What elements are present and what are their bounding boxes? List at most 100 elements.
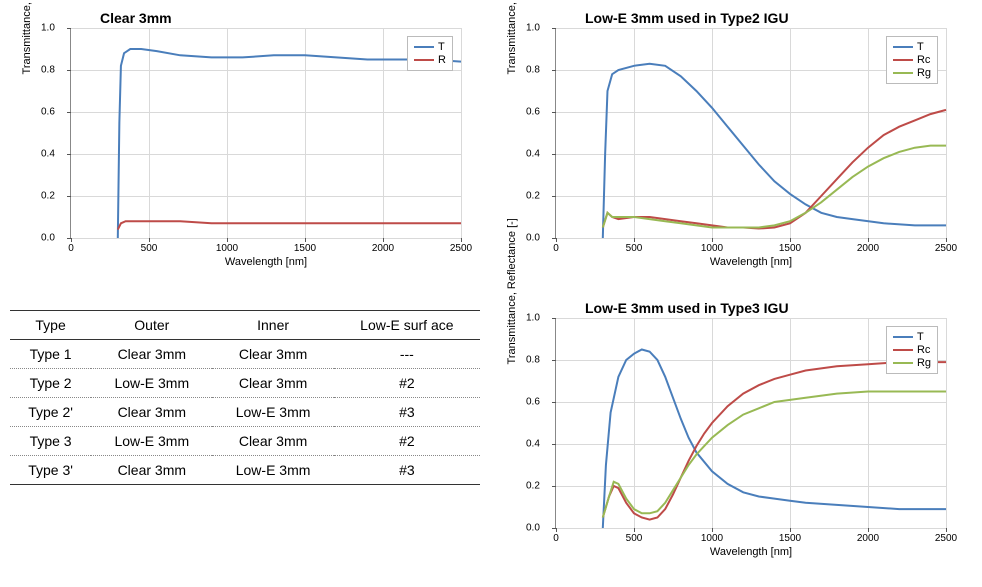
chart-type2: Low-E 3mm used in Type2 IGU Transmittanc… (495, 10, 965, 285)
table-cell: #3 (334, 398, 480, 427)
table-cell: --- (334, 340, 480, 369)
table-row: Type 2Low-E 3mmClear 3mm#2 (10, 369, 480, 398)
legend: TR (407, 36, 453, 71)
table-cell: Clear 3mm (212, 340, 333, 369)
series-Rc (603, 110, 946, 229)
table-cell: Clear 3mm (212, 427, 333, 456)
series-Rg (603, 146, 946, 228)
ytick-label: 0.8 (526, 355, 540, 366)
series-Rc (603, 362, 946, 519)
ytick-label: 1.0 (526, 313, 540, 324)
ytick-label: 0.4 (526, 149, 540, 160)
table-cell: Low-E 3mm (212, 456, 333, 485)
table-header: Type (10, 311, 91, 340)
xtick-label: 500 (626, 243, 643, 254)
ytick-label: 0.6 (526, 397, 540, 408)
table-cell: #2 (334, 427, 480, 456)
ytick-label: 1.0 (41, 23, 55, 34)
legend-item: Rc (893, 54, 931, 66)
xtick-label: 1500 (779, 243, 801, 254)
table-cell: Clear 3mm (91, 456, 212, 485)
table-cell: Clear 3mm (91, 340, 212, 369)
table-row: Type 3'Clear 3mmLow-E 3mm#3 (10, 456, 480, 485)
xtick-label: 1000 (701, 533, 723, 544)
table-cell: #3 (334, 456, 480, 485)
table-cell: Clear 3mm (212, 369, 333, 398)
series-R (118, 221, 461, 229)
xtick-label: 1500 (779, 533, 801, 544)
legend-label: T (438, 41, 445, 53)
ytick-label: 0.8 (41, 65, 55, 76)
legend-label: Rc (917, 54, 930, 66)
chart-clear: Clear 3mm Transmittance, Reflectance [-]… (10, 10, 480, 285)
chart-title: Clear 3mm (100, 10, 480, 26)
legend-label: Rg (917, 67, 931, 79)
table-cell: Type 2 (10, 369, 91, 398)
legend-swatch (893, 72, 913, 74)
xtick-label: 1500 (294, 243, 316, 254)
xtick-label: 2000 (857, 243, 879, 254)
table-header: Outer (91, 311, 212, 340)
xtick-label: 0 (553, 533, 559, 544)
ytick-label: 0.8 (526, 65, 540, 76)
series-T (603, 350, 946, 529)
xtick-label: 1000 (216, 243, 238, 254)
x-axis-label: Wavelength [nm] (710, 256, 792, 268)
table-row: Type 1Clear 3mmClear 3mm--- (10, 340, 480, 369)
y-axis-label: Transmittance, Reflectance [-] (21, 0, 33, 74)
legend-swatch (414, 46, 434, 48)
legend-item: T (893, 41, 931, 53)
table-cell: Low-E 3mm (91, 369, 212, 398)
table-cell: Clear 3mm (91, 398, 212, 427)
table-row: Type 2'Clear 3mmLow-E 3mm#3 (10, 398, 480, 427)
table-cell: Low-E 3mm (212, 398, 333, 427)
table-cell: Type 3 (10, 427, 91, 456)
series-T (118, 49, 461, 238)
ytick-label: 0.0 (526, 233, 540, 244)
xtick-label: 500 (141, 243, 158, 254)
legend-item: R (414, 54, 446, 66)
legend-label: Rg (917, 357, 931, 369)
ytick-label: 0.4 (526, 439, 540, 450)
table-cell: Low-E 3mm (91, 427, 212, 456)
ytick-label: 0.2 (526, 191, 540, 202)
ytick-label: 1.0 (526, 23, 540, 34)
ytick-label: 0.0 (41, 233, 55, 244)
xtick-label: 1000 (701, 243, 723, 254)
table-header: Inner (212, 311, 333, 340)
legend-swatch (893, 46, 913, 48)
x-axis-label: Wavelength [nm] (225, 256, 307, 268)
legend-swatch (893, 336, 913, 338)
ytick-label: 0.0 (526, 523, 540, 534)
xtick-label: 2500 (935, 243, 957, 254)
table-header: Low-E surf ace (334, 311, 480, 340)
table-row: Type 3Low-E 3mmClear 3mm#2 (10, 427, 480, 456)
xtick-label: 2000 (372, 243, 394, 254)
x-axis-label: Wavelength [nm] (710, 546, 792, 558)
plot-area: Transmittance, Reflectance [-] Wavelengt… (555, 318, 946, 529)
plot-area: Transmittance, Reflectance [-] Wavelengt… (555, 28, 946, 239)
xtick-label: 2500 (935, 533, 957, 544)
ytick-label: 0.2 (41, 191, 55, 202)
ytick-label: 0.6 (41, 107, 55, 118)
xtick-label: 2000 (857, 533, 879, 544)
legend: TRcRg (886, 36, 938, 84)
ytick-label: 0.4 (41, 149, 55, 160)
xtick-label: 2500 (450, 243, 472, 254)
legend-swatch (414, 59, 434, 61)
xtick-label: 500 (626, 533, 643, 544)
ytick-label: 0.2 (526, 481, 540, 492)
legend-item: Rc (893, 344, 931, 356)
legend-item: Rg (893, 357, 931, 369)
table-cell: Type 2' (10, 398, 91, 427)
legend-item: T (414, 41, 446, 53)
legend-label: T (917, 41, 924, 53)
table-cell: Type 3' (10, 456, 91, 485)
legend-item: Rg (893, 67, 931, 79)
plot-area: Transmittance, Reflectance [-] Wavelengt… (70, 28, 461, 239)
legend-swatch (893, 349, 913, 351)
legend-item: T (893, 331, 931, 343)
legend-label: T (917, 331, 924, 343)
legend-label: Rc (917, 344, 930, 356)
y-axis-label: Transmittance, Reflectance [-] (506, 218, 518, 364)
